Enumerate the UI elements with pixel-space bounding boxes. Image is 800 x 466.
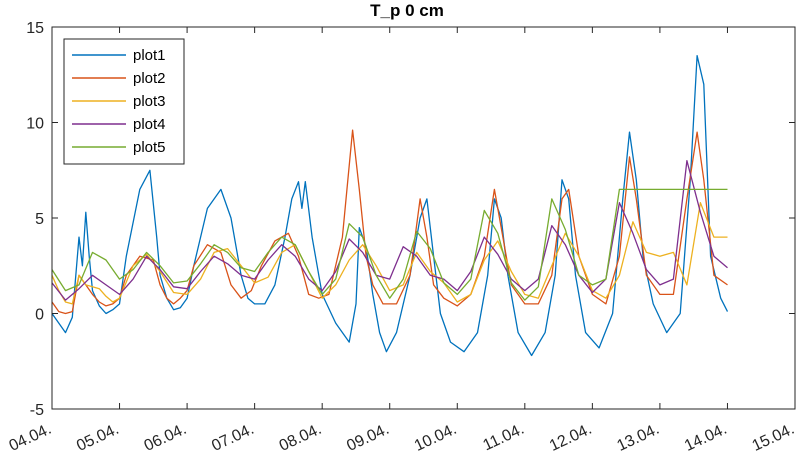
legend-label-plot3: plot3 <box>133 93 166 110</box>
series-line-plot1 <box>51 54 729 357</box>
y-tick-label: 0 <box>35 307 44 324</box>
legend-label-plot1: plot1 <box>133 47 166 64</box>
legend-label-plot4: plot4 <box>133 116 166 133</box>
y-tick-label: -5 <box>30 402 44 419</box>
series-line-plot5 <box>51 188 728 301</box>
series-line-plot3 <box>51 202 728 305</box>
y-tick-label: 15 <box>26 20 44 37</box>
series-line-plot4 <box>51 160 728 301</box>
series-line-plot2 <box>51 129 728 315</box>
legend: plot1 plot2 plot3 plot4 plot5 <box>63 38 185 165</box>
legend-label-plot2: plot2 <box>133 70 166 87</box>
legend-label-plot5: plot5 <box>133 139 166 156</box>
y-tick-label: 5 <box>35 211 44 228</box>
series-layer <box>51 54 729 357</box>
chart-title: T_p 0 cm <box>370 1 444 20</box>
y-tick-label: 10 <box>26 116 44 133</box>
